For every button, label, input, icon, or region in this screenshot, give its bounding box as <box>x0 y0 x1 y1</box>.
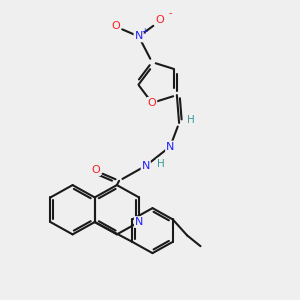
Text: O: O <box>155 15 164 25</box>
Text: N: N <box>166 142 174 152</box>
Text: H: H <box>158 159 165 169</box>
Text: N: N <box>134 32 143 41</box>
Text: O: O <box>92 165 100 175</box>
Text: -: - <box>168 8 172 18</box>
Text: +: + <box>141 26 147 35</box>
Text: N: N <box>142 161 150 171</box>
Text: N: N <box>135 217 143 227</box>
Text: O: O <box>111 21 120 31</box>
Text: O: O <box>148 98 156 108</box>
Text: H: H <box>188 115 195 125</box>
